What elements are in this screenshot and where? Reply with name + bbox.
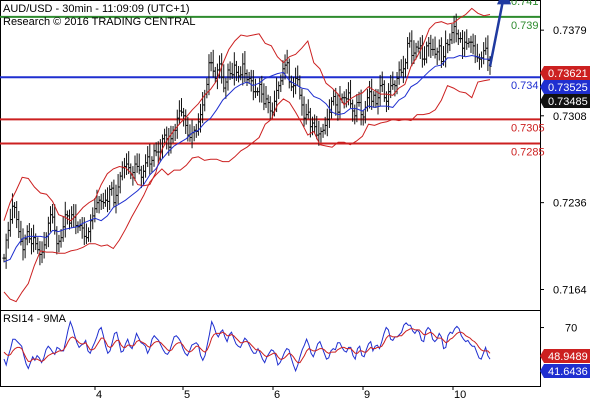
bars-layer <box>2 13 492 269</box>
price-tag-ma-label: 0.73525 <box>548 82 588 94</box>
level-label: 0.7305 <box>511 122 545 134</box>
x-tick-label: 5 <box>184 389 190 400</box>
rsi-tag-ma-label: 48.9489 <box>548 351 588 363</box>
level-label: 0.741 <box>511 0 539 8</box>
x-tick-label: 9 <box>364 389 370 400</box>
price-tag-last-box <box>540 94 590 108</box>
price-tag-last: 0.73485 <box>540 94 590 108</box>
rsi-y-tick-label: 70 <box>565 323 577 335</box>
price-tag-ma-box <box>540 80 590 94</box>
overlay-layer <box>3 0 511 303</box>
axis-layer: 0.7379 0.7308 0.7236 0.7164 70 4 5 6 9 10 <box>94 25 587 401</box>
y-tick-label: 0.7236 <box>553 198 587 210</box>
upper-band-line <box>3 7 491 222</box>
rsi-tag-ma-box <box>540 349 590 363</box>
moving-average-line <box>3 54 490 263</box>
rsi-line <box>3 320 491 373</box>
x-tick-label: 10 <box>454 389 466 400</box>
chart-subtitle: Research © 2016 TRADING CENTRAL <box>3 16 196 28</box>
rsi-panel-title: RSI14 - 9MA <box>3 313 67 325</box>
tags-layer: 0.73621 0.73525 0.73485 48.9489 41.6436 <box>540 66 590 378</box>
rsi-tag-value: 41.6436 <box>540 364 590 378</box>
chart-title: AUD/USD - 30min - 11:09:09 (UTC+1) <box>3 3 190 15</box>
rsi-panel-frame <box>0 310 541 387</box>
lower-band-line <box>3 79 491 303</box>
rsi-tag-value-label: 41.6436 <box>548 366 588 378</box>
level-label: 0.7285 <box>511 147 545 159</box>
y-tick-label: 0.7164 <box>553 284 587 296</box>
rsi-tag-value-box <box>540 364 590 378</box>
rsi-tag-ma: 48.9489 <box>540 349 590 363</box>
price-tag-ma: 0.73525 <box>540 80 590 94</box>
level-label: 0.734 <box>511 80 539 92</box>
projection-arrow-shaft <box>488 0 505 67</box>
rsi-layer <box>3 320 491 373</box>
y-tick-label: 0.7308 <box>553 111 587 123</box>
price-tag-last-label: 0.73485 <box>548 96 588 108</box>
price-tag-upper-box <box>540 66 590 80</box>
projection-arrow-head <box>497 0 511 5</box>
level-label: 0.739 <box>511 20 539 32</box>
x-tick-label: 6 <box>274 389 280 400</box>
y-tick-label: 0.7379 <box>553 25 587 37</box>
rsi-ma-line <box>3 328 491 364</box>
price-tag-upper: 0.73621 <box>540 66 590 80</box>
price-tag-upper-label: 0.73621 <box>548 68 588 80</box>
x-tick-label: 4 <box>96 389 102 400</box>
